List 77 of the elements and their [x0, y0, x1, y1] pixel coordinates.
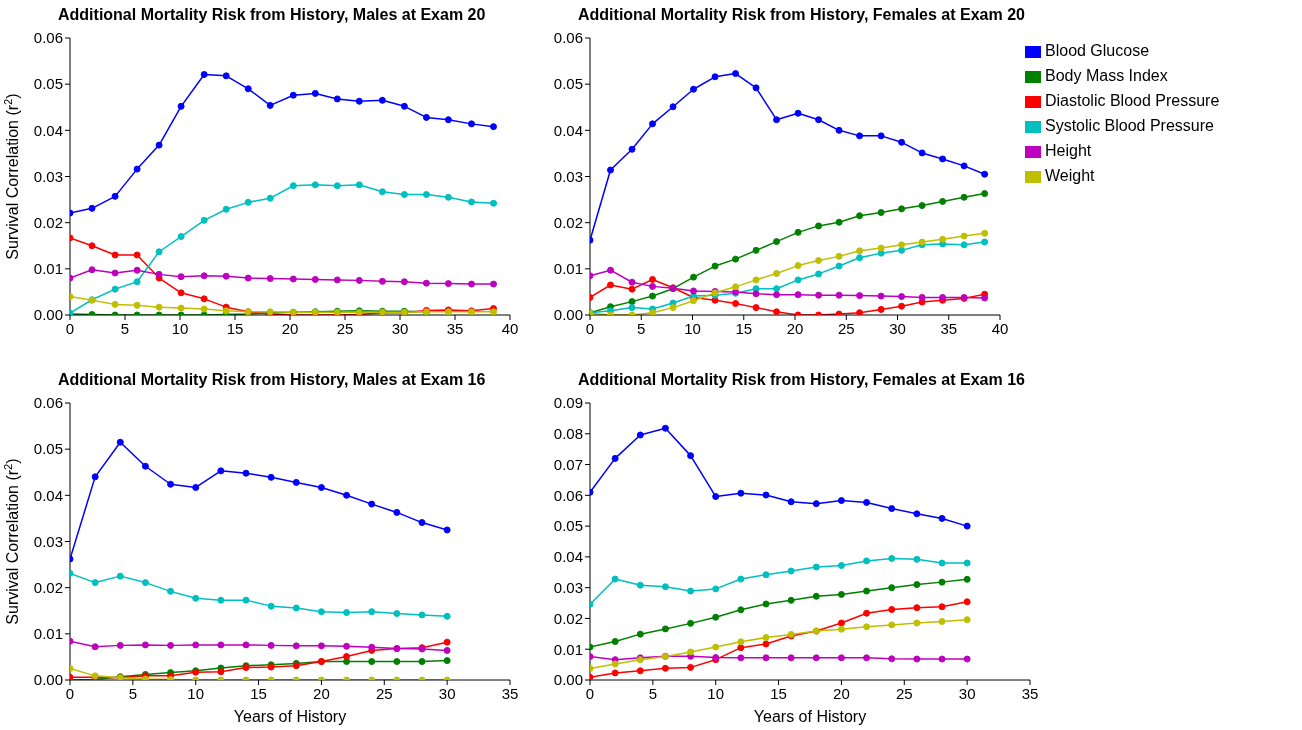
chart-title: Additional Mortality Risk from History, Males at Exam 16	[58, 371, 486, 389]
x-tick-label: 25	[895, 685, 913, 702]
x-tick-label: 30	[889, 320, 906, 337]
x-tick-label: 30	[958, 685, 976, 702]
x-tick-label: 15	[226, 320, 244, 337]
y-tick-label: 0.01	[553, 640, 583, 658]
y-tick-label: 0.04	[553, 548, 583, 566]
x-tick-label: 10	[187, 685, 205, 702]
legend-label: Weight	[1045, 167, 1095, 184]
x-tick-label: 20	[313, 685, 330, 702]
x-tick-label: 0	[65, 320, 75, 337]
y-tick-label: 0.00	[553, 306, 583, 324]
x-axis-title: Years of History	[753, 708, 867, 725]
x-tick-label: 5	[128, 685, 138, 702]
x-tick-label: 25	[837, 320, 855, 337]
x-tick-label: 10	[684, 320, 701, 337]
x-tick-label: 0	[585, 320, 595, 337]
y-tick-label: 0.02	[33, 213, 63, 231]
x-tick-label: 0	[585, 685, 595, 702]
y-tick-label: 0.00	[33, 306, 63, 324]
y-tick-label: 0.01	[33, 260, 63, 278]
y-tick-label: 0.03	[33, 532, 63, 550]
x-tick-label: 35	[446, 320, 464, 337]
y-tick-label: 0.01	[553, 260, 583, 278]
x-tick-label: 30	[438, 685, 456, 702]
y-tick-label: 0.06	[553, 486, 583, 504]
x-tick-label: 20	[786, 320, 804, 337]
y-tick-label: 0.06	[553, 29, 583, 47]
x-tick-label: 15	[250, 685, 267, 702]
y-tick-label: 0.06	[33, 29, 63, 47]
x-tick-label: 15	[735, 320, 753, 337]
y-tick-label: 0.00	[33, 671, 63, 689]
chart-title: Additional Mortality Risk from History, Males at Exam 20	[58, 6, 486, 24]
x-tick-label: 25	[336, 320, 354, 337]
legend-label: Diastolic Blood Pressure	[1045, 92, 1220, 109]
y-tick-label: 0.03	[553, 578, 583, 596]
chart-title: Additional Mortality Risk from History, Females at Exam 16	[578, 371, 1025, 389]
legend-label: Systolic Blood Pressure	[1045, 117, 1214, 134]
x-tick-label: 40	[991, 320, 1009, 337]
x-tick-label: 10	[171, 320, 189, 337]
x-tick-label: 0	[65, 685, 75, 702]
y-tick-label: 0.05	[553, 75, 583, 93]
y-tick-label: 0.05	[33, 75, 63, 93]
y-tick-label: 0.05	[33, 440, 63, 458]
y-tick-label: 0.03	[33, 167, 63, 185]
x-tick-label: 35	[940, 320, 958, 337]
y-tick-label: 0.02	[553, 213, 583, 231]
y-tick-label: 0.08	[553, 425, 583, 443]
y-tick-label: 0.04	[33, 121, 63, 139]
x-tick-label: 35	[501, 685, 519, 702]
chart-title: Additional Mortality Risk from History, Females at Exam 20	[578, 6, 1025, 24]
x-axis-title: Years of History	[233, 708, 347, 725]
y-tick-label: 0.00	[553, 671, 583, 689]
legend-label: Blood Glucose	[1045, 42, 1150, 59]
y-tick-label: 0.07	[553, 455, 583, 473]
x-tick-label: 5	[648, 685, 658, 702]
y-tick-label: 0.01	[33, 625, 63, 643]
y-tick-label: 0.03	[553, 167, 583, 185]
x-tick-label: 40	[501, 320, 519, 337]
x-tick-label: 20	[833, 685, 850, 702]
legend-label: Body Mass Index	[1045, 67, 1168, 84]
y-tick-label: 0.02	[553, 609, 583, 627]
x-tick-label: 25	[375, 685, 393, 702]
y-tick-label: 0.04	[553, 121, 583, 139]
legend-label: Height	[1045, 142, 1092, 159]
y-tick-label: 0.05	[553, 517, 583, 535]
x-tick-label: 10	[707, 685, 725, 702]
y-tick-label: 0.09	[553, 394, 583, 412]
x-tick-label: 30	[391, 320, 409, 337]
x-tick-label: 15	[770, 685, 787, 702]
y-tick-label: 0.04	[33, 486, 63, 504]
y-tick-label: 0.02	[33, 578, 63, 596]
x-tick-label: 20	[281, 320, 299, 337]
y-tick-label: 0.06	[33, 394, 63, 412]
x-tick-label: 5	[120, 320, 130, 337]
x-tick-label: 5	[637, 320, 646, 337]
x-tick-label: 35	[1021, 685, 1039, 702]
